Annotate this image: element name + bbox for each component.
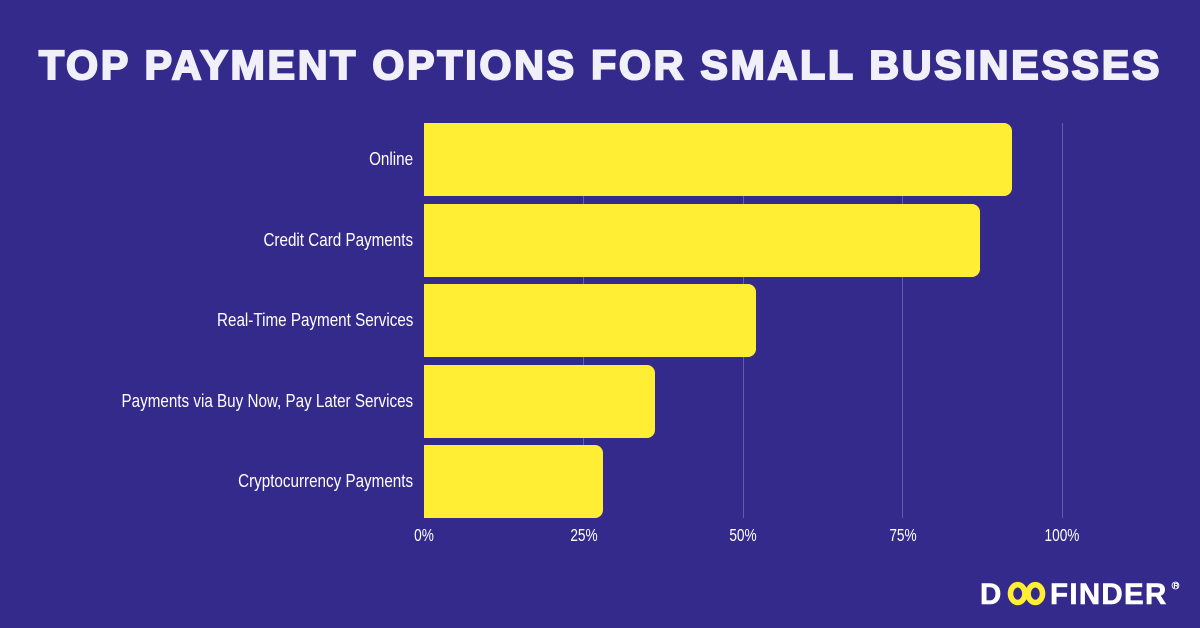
svg-text:D: D	[980, 578, 1001, 611]
svg-text:FINDER: FINDER	[1050, 578, 1168, 611]
svg-text:R: R	[1173, 581, 1179, 590]
